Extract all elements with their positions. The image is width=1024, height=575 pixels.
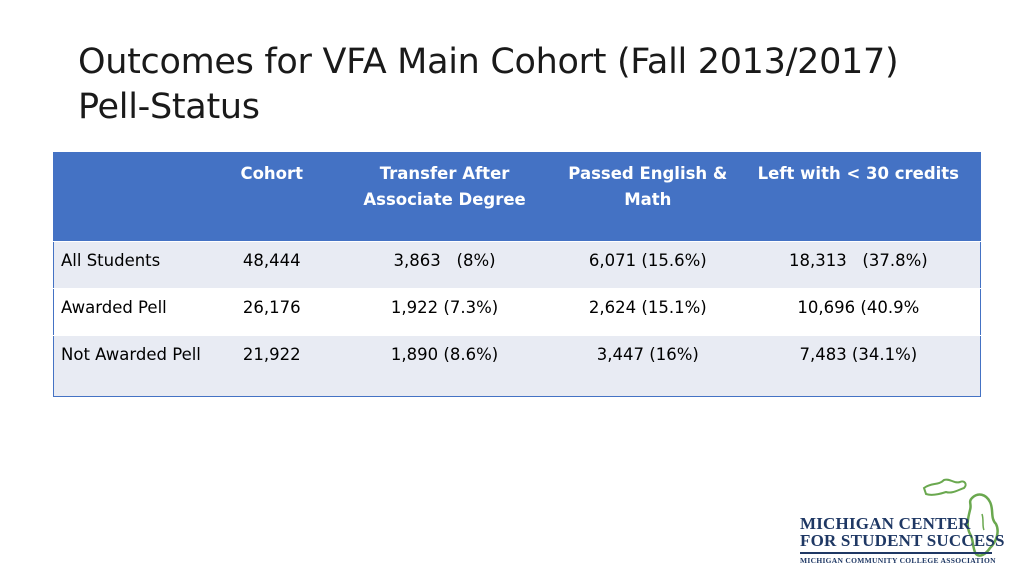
header-cell-cohort: Cohort: [213, 152, 331, 242]
row-label: Not Awarded Pell: [53, 335, 214, 397]
slide-title-line2: Pell-Status: [78, 87, 260, 127]
header-cell-transfer: Transfer After Associate Degree: [330, 152, 559, 242]
mcss-logo: MICHIGAN CENTER FOR STUDENT SUCCESS MICH…: [800, 474, 1010, 570]
table-cell: 2,624 (15.1%): [558, 288, 737, 336]
table-cell: 7,483 (34.1%): [736, 335, 981, 397]
table-header-row: Cohort Transfer After Associate Degree P…: [53, 152, 981, 242]
logo-title-line2: FOR STUDENT SUCCESS: [800, 531, 1005, 550]
header-cell-passed-english-math: Passed English & Math: [558, 152, 737, 242]
logo-divider: [800, 552, 992, 554]
row-label: All Students: [53, 241, 214, 289]
table-row: Not Awarded Pell 21,922 1,890 (8.6%) 3,4…: [53, 335, 981, 397]
table-row: Awarded Pell 26,176 1,922 (7.3%) 2,624 (…: [53, 288, 981, 336]
table-cell: 10,696 (40.9%: [736, 288, 981, 336]
table-cell: 26,176: [213, 288, 331, 336]
table-cell: 18,313 (37.8%): [736, 241, 981, 289]
table-cell: 1,922 (7.3%): [330, 288, 559, 336]
table-cell: 21,922: [213, 335, 331, 397]
header-cell-blank: [53, 152, 214, 242]
slide-title-line1: Outcomes for VFA Main Cohort (Fall 2013/…: [78, 42, 899, 82]
table-row: All Students 48,444 3,863 (8%) 6,071 (15…: [53, 241, 981, 289]
header-cell-left-credits: Left with < 30 credits: [736, 152, 981, 242]
table-cell: 3,447 (16%): [558, 335, 737, 397]
michigan-map-icon: [922, 478, 999, 557]
logo-subline: MICHIGAN COMMUNITY COLLEGE ASSOCIATION: [800, 556, 996, 565]
table-cell: 3,863 (8%): [330, 241, 559, 289]
slide-title: Outcomes for VFA Main Cohort (Fall 2013/…: [78, 40, 899, 130]
table-cell: 1,890 (8.6%): [330, 335, 559, 397]
table-cell: 6,071 (15.6%): [558, 241, 737, 289]
table-cell: 48,444: [213, 241, 331, 289]
outcomes-table: Cohort Transfer After Associate Degree P…: [53, 152, 981, 397]
row-label: Awarded Pell: [53, 288, 214, 336]
logo-title-line1: MICHIGAN CENTER: [800, 514, 971, 533]
